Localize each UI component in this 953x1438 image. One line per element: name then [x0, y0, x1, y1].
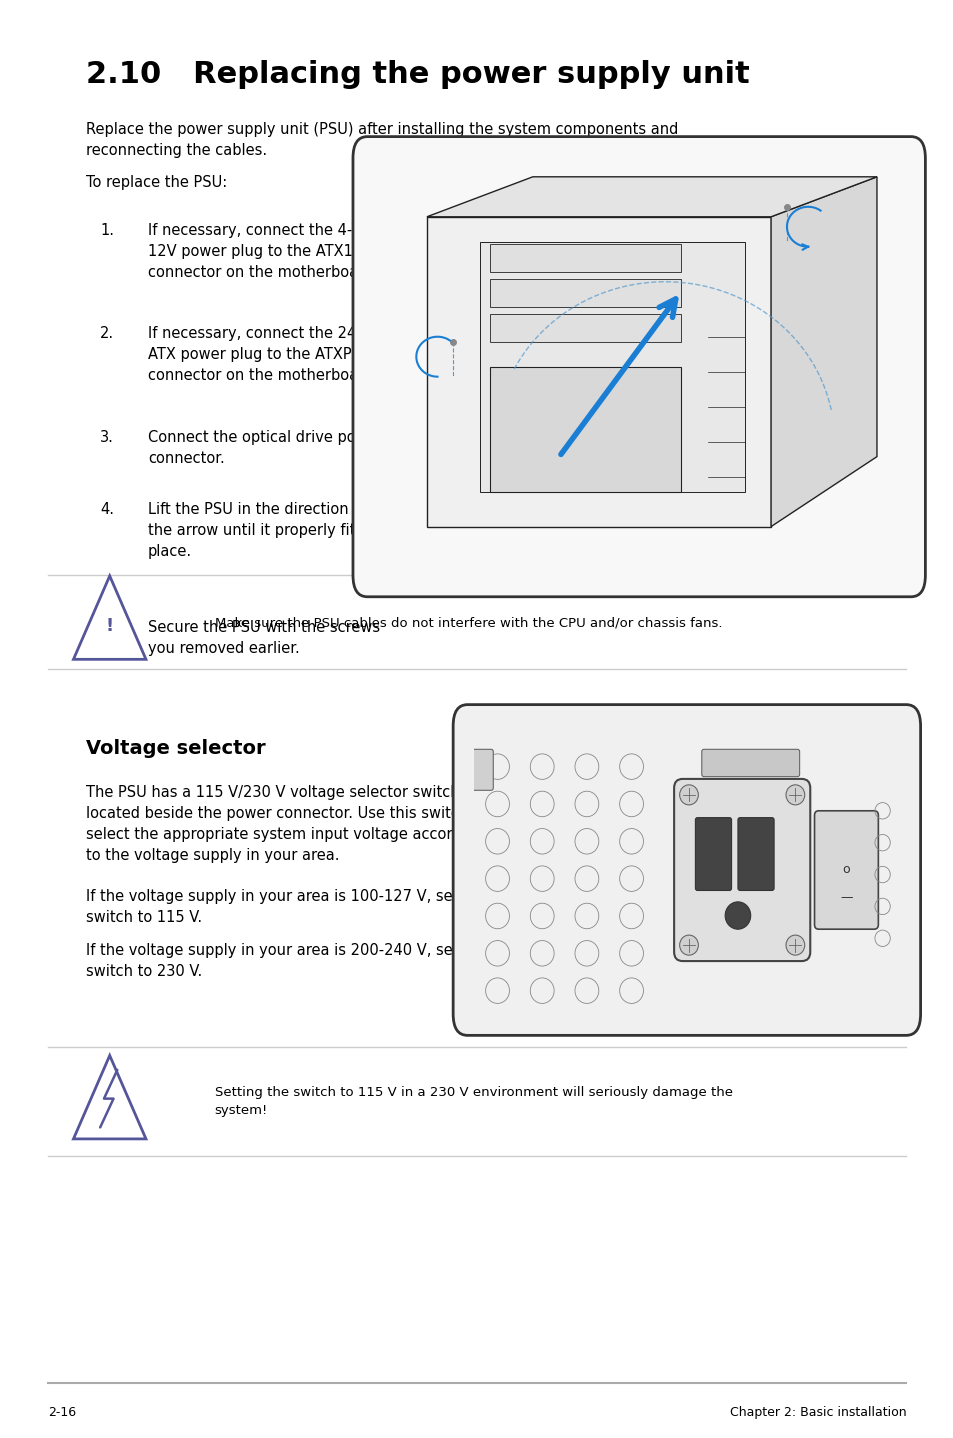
Text: !: !	[106, 617, 113, 636]
Text: Chapter 2: Basic installation: Chapter 2: Basic installation	[729, 1406, 905, 1419]
Text: 2.: 2.	[100, 326, 114, 341]
Polygon shape	[73, 1055, 146, 1139]
Text: If necessary, connect the 4-pin
12V power plug to the ATX12V
connector on the mo: If necessary, connect the 4-pin 12V powe…	[148, 223, 377, 280]
Text: If necessary, connect the 24-pin
ATX power plug to the ATXPWR
connector on the m: If necessary, connect the 24-pin ATX pow…	[148, 326, 384, 384]
FancyBboxPatch shape	[353, 137, 924, 597]
Text: Secure the PSU with the screws
you removed earlier.: Secure the PSU with the screws you remov…	[148, 620, 379, 656]
Text: 5.: 5.	[100, 620, 114, 634]
Text: Voltage selector: Voltage selector	[86, 739, 265, 758]
Text: 3.: 3.	[100, 430, 114, 444]
Text: 2-16: 2-16	[48, 1406, 75, 1419]
Text: If the voltage supply in your area is 200-240 V, set the
switch to 230 V.: If the voltage supply in your area is 20…	[86, 943, 487, 979]
Text: Lift the PSU in the direction of
the arrow until it properly fits in
place.: Lift the PSU in the direction of the arr…	[148, 502, 380, 559]
Text: Setting the switch to 115 V in a 230 V environment will seriously damage the
sys: Setting the switch to 115 V in a 230 V e…	[214, 1086, 732, 1117]
Text: Replace the power supply unit (PSU) after installing the system components and
r: Replace the power supply unit (PSU) afte…	[86, 122, 678, 158]
Text: Make sure the PSU cables do not interfere with the CPU and/or chassis fans.: Make sure the PSU cables do not interfer…	[214, 615, 721, 630]
Text: 1.: 1.	[100, 223, 114, 237]
Text: Connect the optical drive power
connector.: Connect the optical drive power connecto…	[148, 430, 382, 466]
Text: The PSU has a 115 V/230 V voltage selector switch
located beside the power conne: The PSU has a 115 V/230 V voltage select…	[86, 785, 487, 863]
Text: If the voltage supply in your area is 100-127 V, set the
switch to 115 V.: If the voltage supply in your area is 10…	[86, 889, 486, 925]
Text: 4.: 4.	[100, 502, 114, 516]
FancyBboxPatch shape	[453, 705, 920, 1035]
Text: 2.10   Replacing the power supply unit: 2.10 Replacing the power supply unit	[86, 60, 749, 89]
Polygon shape	[73, 575, 146, 659]
Text: To replace the PSU:: To replace the PSU:	[86, 175, 227, 190]
